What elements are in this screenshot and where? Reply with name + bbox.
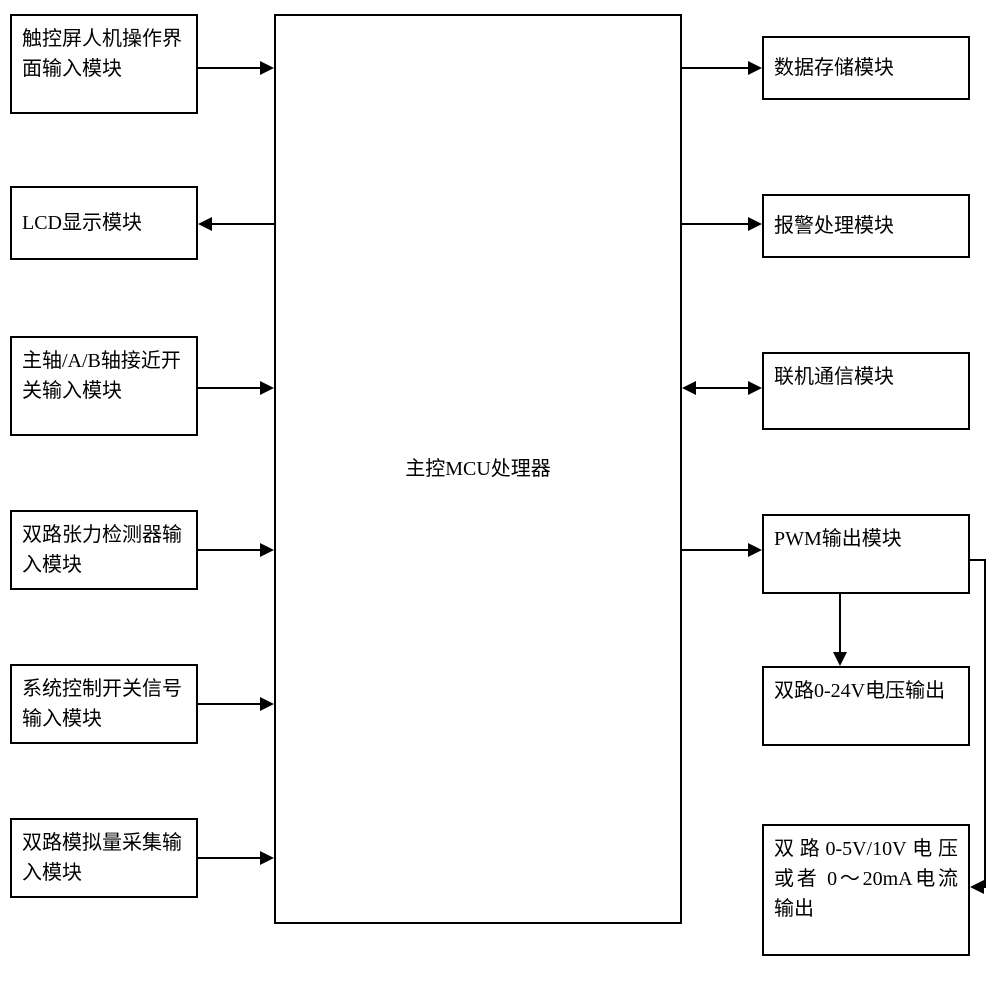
node-lcd: LCD显示模块 [10,186,198,260]
arrowhead-comm-mcu [682,381,696,395]
node-vout: 双路0-5V/10V电压 或者 0～20mA电流输出 [762,824,970,956]
arrowhead-mcu-comm [748,381,762,395]
node-sysctrl-label: 系统控制开关信号输入模块 [22,674,186,734]
node-comm: 联机通信模块 [762,352,970,430]
edge-pwm-v24 [839,594,841,652]
node-storage: 数据存储模块 [762,36,970,100]
diagram-canvas: 主控MCU处理器 触控屏人机操作界面输入模块 LCD显示模块 主轴/A/B轴接近… [0,0,992,1000]
node-analogin-label: 双路模拟量采集输入模块 [22,828,186,888]
edge-pwm-vout-v [984,559,986,888]
arrowhead-pwm-vout [970,880,984,894]
arrowhead-mcu-storage [748,61,762,75]
node-v24-label: 双路0-24V电压输出 [774,676,945,706]
node-mcu: 主控MCU处理器 [274,14,682,924]
arrowhead-mcu-pwm [748,543,762,557]
node-axis-label: 主轴/A/B轴接近开关输入模块 [22,346,186,406]
arrowhead-axis-mcu [260,381,274,395]
arrowhead-analogin-mcu [260,851,274,865]
edge-mcu-alarm [682,223,748,225]
node-axis: 主轴/A/B轴接近开关输入模块 [10,336,198,436]
node-tension-label: 双路张力检测器输入模块 [22,520,186,580]
arrowhead-touch-mcu [260,61,274,75]
node-alarm: 报警处理模块 [762,194,970,258]
node-analogin: 双路模拟量采集输入模块 [10,818,198,898]
node-tension: 双路张力检测器输入模块 [10,510,198,590]
edge-mcu-pwm [682,549,748,551]
edge-mcu-storage [682,67,748,69]
arrowhead-tension-mcu [260,543,274,557]
arrowhead-mcu-lcd [198,217,212,231]
node-v24: 双路0-24V电压输出 [762,666,970,746]
node-pwm: PWM输出模块 [762,514,970,594]
edge-mcu-lcd [212,223,274,225]
node-touch-label: 触控屏人机操作界面输入模块 [22,24,186,84]
arrowhead-pwm-v24 [833,652,847,666]
arrowhead-sysctrl-mcu [260,697,274,711]
node-vout-label: 双路0-5V/10V电压 或者 0～20mA电流输出 [774,834,958,924]
edge-sysctrl-mcu [198,703,260,705]
node-storage-label: 数据存储模块 [774,53,894,83]
edge-mcu-comm [696,387,748,389]
node-pwm-label: PWM输出模块 [774,524,902,554]
node-comm-label: 联机通信模块 [774,362,894,392]
edge-analogin-mcu [198,857,260,859]
node-touch: 触控屏人机操作界面输入模块 [10,14,198,114]
node-lcd-label: LCD显示模块 [22,208,142,238]
edge-tension-mcu [198,549,260,551]
arrowhead-mcu-alarm [748,217,762,231]
edge-axis-mcu [198,387,260,389]
node-alarm-label: 报警处理模块 [774,211,894,241]
edge-touch-mcu [198,67,260,69]
edge-pwm-vout-h2 [984,886,986,888]
node-mcu-label: 主控MCU处理器 [405,454,551,484]
node-sysctrl: 系统控制开关信号输入模块 [10,664,198,744]
